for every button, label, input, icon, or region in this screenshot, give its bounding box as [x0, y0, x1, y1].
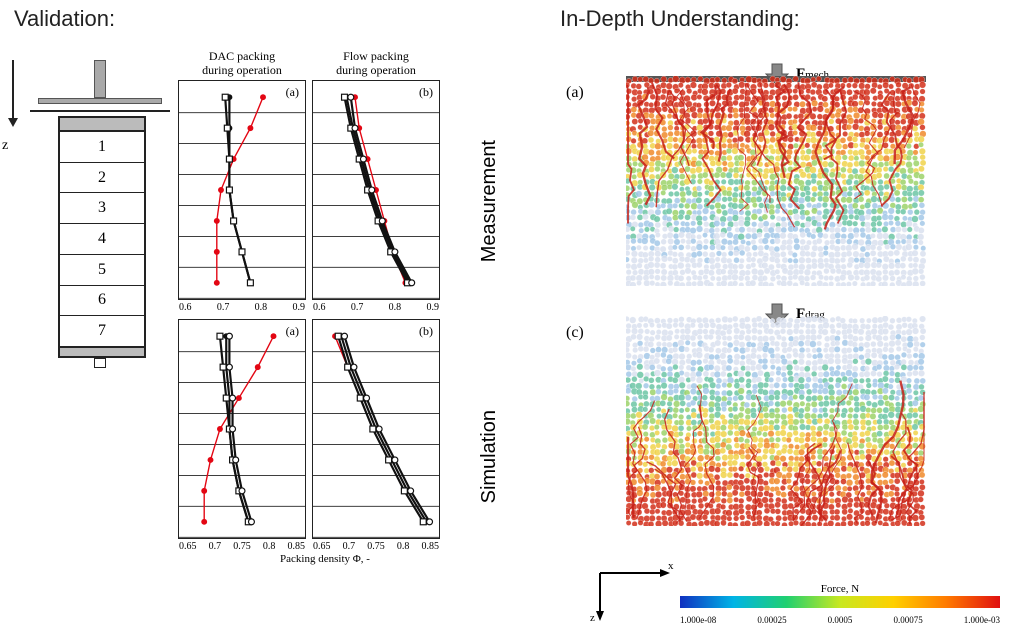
z-label: z: [2, 138, 8, 154]
colorbar: Force, N 1.000e-08 0.00025 0.0005 0.00075 1.…: [680, 583, 1000, 625]
plot-header-left: DAC packingduring operation: [202, 50, 282, 78]
xz-axes: x z: [590, 563, 680, 623]
colorbar-tick: 1.000e-03: [964, 615, 1000, 625]
colorbar-tick: 1.000e-08: [680, 615, 716, 625]
xtick: 0.6: [179, 302, 192, 313]
column-segment: 6: [60, 286, 144, 317]
simulation-stack: (a) Fmech (c) Fdrag: [586, 58, 966, 556]
xtick: 0.75: [367, 541, 385, 552]
column-segment: 4: [60, 224, 144, 255]
plot-bot-a: (a): [178, 319, 306, 539]
sim-image-c: [626, 316, 926, 526]
side-label-simulation: Simulation: [478, 410, 501, 503]
tag-ta: (a): [286, 85, 299, 100]
xtick: 0.8: [263, 541, 276, 552]
understanding-title: In-Depth Understanding:: [560, 6, 800, 32]
xtick: 0.65: [179, 541, 197, 552]
plot-header-right: Flow packingduring operation: [336, 50, 416, 78]
colorbar-title: Force, N: [680, 583, 1000, 595]
xtick: 0.7: [351, 302, 364, 313]
xtick: 0.9: [292, 302, 305, 313]
xtick: 0.7: [343, 541, 356, 552]
xtick: 0.85: [422, 541, 440, 552]
tag-tb: (b): [419, 85, 433, 100]
xtick: 0.75: [233, 541, 251, 552]
colorbar-tick: 0.00075: [893, 615, 922, 625]
xtick: 0.9: [426, 302, 439, 313]
x-axis-label: Packing density Φ, -: [175, 553, 475, 565]
xtick: 0.8: [397, 541, 410, 552]
sim-tag-a: (a): [566, 84, 584, 102]
column-segment: 1: [60, 132, 144, 163]
plot-top-a: (a): [178, 80, 306, 300]
z-axis: z: [2, 60, 24, 180]
xtick: 0.6: [313, 302, 326, 313]
xtick: 0.8: [389, 302, 402, 313]
column-segment: 3: [60, 193, 144, 224]
x-axis-name: x: [668, 563, 674, 572]
sim-image-a: [626, 76, 926, 286]
plot-bot-b: (b): [312, 319, 440, 539]
column-diagram: 1234567: [30, 60, 165, 360]
xtick: 0.85: [288, 541, 306, 552]
validation-panel: Validation: z 1234567 DAC packingduring …: [0, 0, 510, 635]
xtick: 0.7: [209, 541, 222, 552]
xtick: 0.65: [313, 541, 331, 552]
tag-bb: (b): [419, 324, 433, 339]
side-label-measurement: Measurement: [478, 140, 501, 262]
xtick: 0.8: [255, 302, 268, 313]
tag-ba: (a): [286, 324, 299, 339]
column-segment: 7: [60, 316, 144, 346]
z-axis-name: z: [590, 612, 595, 623]
plot-grid: DAC packingduring operation (a) 0.6 0.7 0.…: [175, 50, 475, 565]
colorbar-tick: 0.00025: [757, 615, 786, 625]
column-segment: 5: [60, 255, 144, 286]
plot-top-b: (b): [312, 80, 440, 300]
colorbar-tick: 0.0005: [828, 615, 853, 625]
column-segment: 2: [60, 163, 144, 194]
validation-title: Validation:: [14, 6, 115, 32]
xtick: 0.7: [217, 302, 230, 313]
sim-tag-c: (c): [566, 324, 584, 342]
understanding-panel: In-Depth Understanding: (a) Fmech (c) Fd…: [510, 0, 1024, 635]
